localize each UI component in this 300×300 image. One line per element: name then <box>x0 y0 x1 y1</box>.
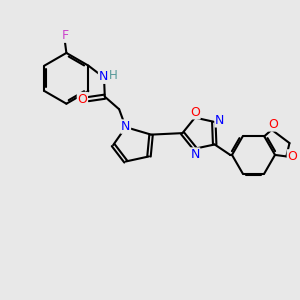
Text: N: N <box>190 148 200 161</box>
Text: O: O <box>77 93 87 106</box>
Text: N: N <box>99 70 108 83</box>
Text: O: O <box>268 118 278 131</box>
Text: O: O <box>287 150 297 163</box>
Text: H: H <box>109 69 118 82</box>
Text: O: O <box>190 106 200 119</box>
Text: F: F <box>61 29 68 42</box>
Text: N: N <box>215 114 224 127</box>
Text: N: N <box>121 120 130 133</box>
